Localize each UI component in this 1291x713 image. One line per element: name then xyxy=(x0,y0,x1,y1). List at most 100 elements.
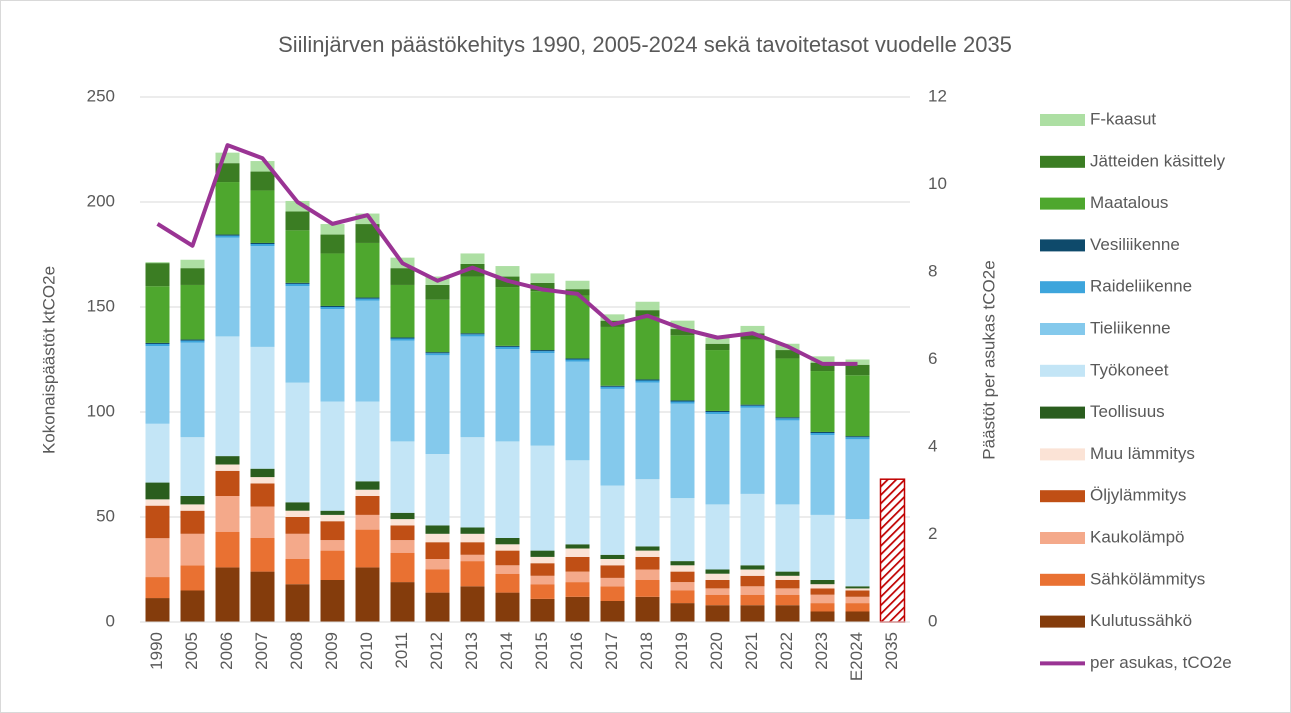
bar-segment xyxy=(495,441,520,538)
chart-title: Siilinjärven päästökehitys 1990, 2005-20… xyxy=(278,32,1012,57)
bar-segment xyxy=(425,533,450,543)
bar-segment xyxy=(670,582,695,591)
bar-segment xyxy=(530,563,555,576)
legend-swatch xyxy=(1040,239,1085,252)
bar-segment xyxy=(355,401,380,482)
x-tick-label: 2007 xyxy=(252,632,271,670)
bar-segment xyxy=(740,569,765,576)
bar-segment xyxy=(320,521,345,541)
bar-segment xyxy=(600,388,625,486)
bar-segment xyxy=(600,314,625,321)
bar-segment xyxy=(810,584,835,589)
bar-segment xyxy=(565,359,590,362)
legend-label: Maatalous xyxy=(1090,193,1168,212)
bar-segment xyxy=(810,514,835,580)
bar-segment xyxy=(250,242,275,244)
bar-segment xyxy=(600,326,625,386)
bar-segment xyxy=(845,588,870,591)
bar-segment xyxy=(250,538,275,572)
bar-segment xyxy=(145,499,170,506)
bar-segment xyxy=(740,339,765,405)
bar-segment xyxy=(775,358,800,418)
legend-label: Työkoneet xyxy=(1090,360,1169,379)
bar-segment xyxy=(180,510,205,534)
bar-segment xyxy=(250,483,275,507)
bar-segment xyxy=(180,437,205,496)
bar-segment xyxy=(810,435,835,515)
bar-segment xyxy=(285,559,310,585)
bar-segment xyxy=(845,596,870,604)
bar-segment xyxy=(285,282,310,284)
x-tick-label: 2013 xyxy=(462,632,481,670)
bar-segment xyxy=(530,556,555,564)
legend-label: Teollisuus xyxy=(1090,402,1165,421)
bar-segment xyxy=(355,496,380,515)
bar-segment xyxy=(775,418,800,421)
bar-segment xyxy=(600,577,625,587)
bar-segment xyxy=(495,538,520,545)
bar-segment xyxy=(425,352,450,354)
bar-segment xyxy=(425,592,450,622)
bar-segment xyxy=(390,525,415,541)
x-tick-label: 2019 xyxy=(672,632,691,670)
bar-segment xyxy=(145,577,170,599)
bar-segment xyxy=(530,445,555,551)
bar-segment xyxy=(320,540,345,551)
bar-segment xyxy=(530,598,555,622)
y-axis-title: Kokonaispäästöt ktCO2e xyxy=(39,266,58,454)
bar-segment xyxy=(390,340,415,442)
bar-segment xyxy=(355,300,380,402)
bar-segment xyxy=(460,437,485,528)
y-tick-label: 150 xyxy=(87,296,115,315)
bar-segment xyxy=(215,456,240,465)
bar-segment xyxy=(600,601,625,622)
bar-segment xyxy=(145,505,170,539)
bar-segment xyxy=(635,379,660,381)
legend-swatch xyxy=(1040,448,1085,461)
bar-segment xyxy=(845,586,870,589)
bar-segment xyxy=(600,565,625,578)
bar-segment xyxy=(320,514,345,522)
bar-segment xyxy=(635,556,660,570)
y2-tick-label: 12 xyxy=(928,86,947,105)
bar-segment xyxy=(180,339,205,341)
bar-segment xyxy=(355,489,380,496)
legend-label: Vesiliikenne xyxy=(1090,235,1180,254)
bar-segment xyxy=(425,355,450,454)
bar-segment xyxy=(250,468,275,478)
y-tick-label: 0 xyxy=(106,611,115,630)
bar-segment xyxy=(425,542,450,559)
bar-segment xyxy=(740,404,765,406)
bar-segment xyxy=(530,291,555,351)
bar-segment xyxy=(775,350,800,359)
bar-segment xyxy=(565,358,590,360)
bar-segment xyxy=(145,598,170,622)
bar-segment xyxy=(565,361,590,461)
bar-segment xyxy=(495,345,520,347)
bar-segment xyxy=(600,586,625,601)
bar-segment xyxy=(145,342,170,344)
bar-segment xyxy=(705,412,730,415)
bar-segment xyxy=(355,242,380,298)
bar-segment xyxy=(390,512,415,520)
bar-segment xyxy=(215,531,240,568)
bar-segment xyxy=(530,351,555,354)
bar-segment xyxy=(530,282,555,292)
bar-segment xyxy=(810,431,835,433)
x-tick-label: 2023 xyxy=(812,632,831,670)
bar-segment xyxy=(180,590,205,622)
bar-segment xyxy=(145,286,170,343)
bar-segment xyxy=(530,350,555,352)
bar-segment xyxy=(845,611,870,622)
bar-segment xyxy=(705,410,730,412)
bar-segment xyxy=(320,253,345,306)
bar-segment xyxy=(425,569,450,593)
bar-segment xyxy=(215,234,240,236)
bar-segment xyxy=(180,259,205,269)
bar-segment xyxy=(495,266,520,277)
bar-segment xyxy=(460,554,485,562)
bar-segment xyxy=(180,565,205,591)
bar-segment xyxy=(320,401,345,511)
bar-segment xyxy=(705,594,730,606)
bar-segment xyxy=(495,550,520,566)
